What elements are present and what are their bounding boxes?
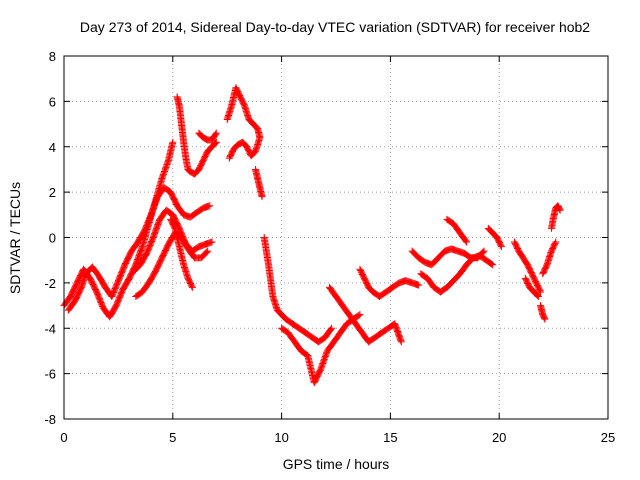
data-point	[212, 130, 220, 138]
series-track-e	[167, 215, 196, 291]
series-track-b	[64, 184, 214, 314]
x-axis-label: GPS time / hours	[283, 456, 390, 472]
series-track-s	[521, 274, 542, 300]
series-track-v	[547, 202, 564, 232]
data-point	[327, 325, 335, 333]
data-point	[211, 140, 219, 148]
data-point	[204, 247, 212, 255]
data-point	[497, 241, 505, 249]
data-point	[258, 193, 266, 201]
data-point	[537, 288, 545, 296]
series-track-n	[417, 252, 497, 296]
data-point	[355, 311, 363, 319]
data-point	[479, 248, 487, 256]
x-tick-label: 5	[169, 430, 176, 445]
y-tick-label: -4	[44, 321, 56, 336]
data-point	[208, 238, 216, 246]
data-point	[356, 311, 364, 319]
y-tick-label: -2	[44, 276, 56, 291]
data-point	[534, 292, 542, 300]
x-tick-label: 0	[60, 430, 67, 445]
series-track-t	[537, 302, 549, 323]
series-track-m	[356, 265, 423, 300]
x-tick-label: 20	[492, 430, 506, 445]
data-point	[225, 154, 233, 162]
data-point	[169, 138, 177, 146]
data-point	[533, 291, 541, 299]
y-tick-label: -6	[44, 367, 56, 382]
data-point	[212, 138, 220, 146]
data-point	[226, 153, 234, 161]
y-axis-label: SDTVAR / TECUs	[7, 182, 23, 294]
data-point	[489, 261, 497, 269]
data-point	[552, 238, 560, 246]
data-point	[415, 281, 423, 289]
series-track-q	[484, 224, 505, 251]
data-point	[463, 238, 471, 246]
data-point	[206, 202, 214, 210]
data-point	[203, 248, 211, 256]
data-point	[188, 283, 196, 291]
series-track-j	[260, 234, 336, 346]
data-point	[480, 247, 488, 255]
data-point	[497, 243, 505, 251]
grid-lines	[64, 56, 608, 419]
data-point	[488, 260, 496, 268]
y-tick-label: 0	[49, 231, 56, 246]
data-point	[397, 338, 405, 346]
x-tick-label: 25	[601, 430, 615, 445]
series-track-h	[223, 84, 264, 162]
x-tick-label: 15	[383, 430, 397, 445]
data-marks	[60, 84, 564, 387]
series-track-g	[195, 129, 220, 144]
plot-frame	[63, 55, 609, 420]
y-tick-label: 8	[49, 49, 56, 64]
data-point	[328, 324, 336, 332]
data-point	[188, 282, 196, 290]
data-point	[541, 315, 549, 323]
chart-title: Day 273 of 2014, Sidereal Day-to-day VTE…	[80, 19, 590, 35]
series-track-o	[408, 245, 488, 269]
series-track-p	[443, 215, 471, 246]
y-axis-ticks: -8 -6 -4 -2 0 2 4 6 8	[44, 49, 608, 427]
y-tick-label: 6	[49, 94, 56, 109]
series-track-f	[173, 93, 220, 178]
series-track-a	[60, 138, 177, 321]
series-track-r	[510, 238, 545, 296]
y-tick-label: -8	[44, 412, 56, 427]
y-tick-label: 2	[49, 185, 56, 200]
series-track-u	[539, 238, 560, 278]
x-tick-label: 10	[274, 430, 288, 445]
data-point	[556, 206, 564, 214]
data-point	[556, 205, 564, 213]
series-track-l	[325, 283, 405, 346]
series-track-k	[278, 311, 364, 387]
series-track-i	[251, 165, 266, 201]
data-point	[462, 237, 470, 245]
data-point	[540, 314, 548, 322]
y-tick-label: 4	[49, 140, 56, 155]
data-point	[536, 287, 544, 295]
data-point	[211, 139, 219, 147]
data-point	[212, 129, 220, 137]
data-point	[551, 239, 559, 247]
data-point	[533, 292, 541, 300]
